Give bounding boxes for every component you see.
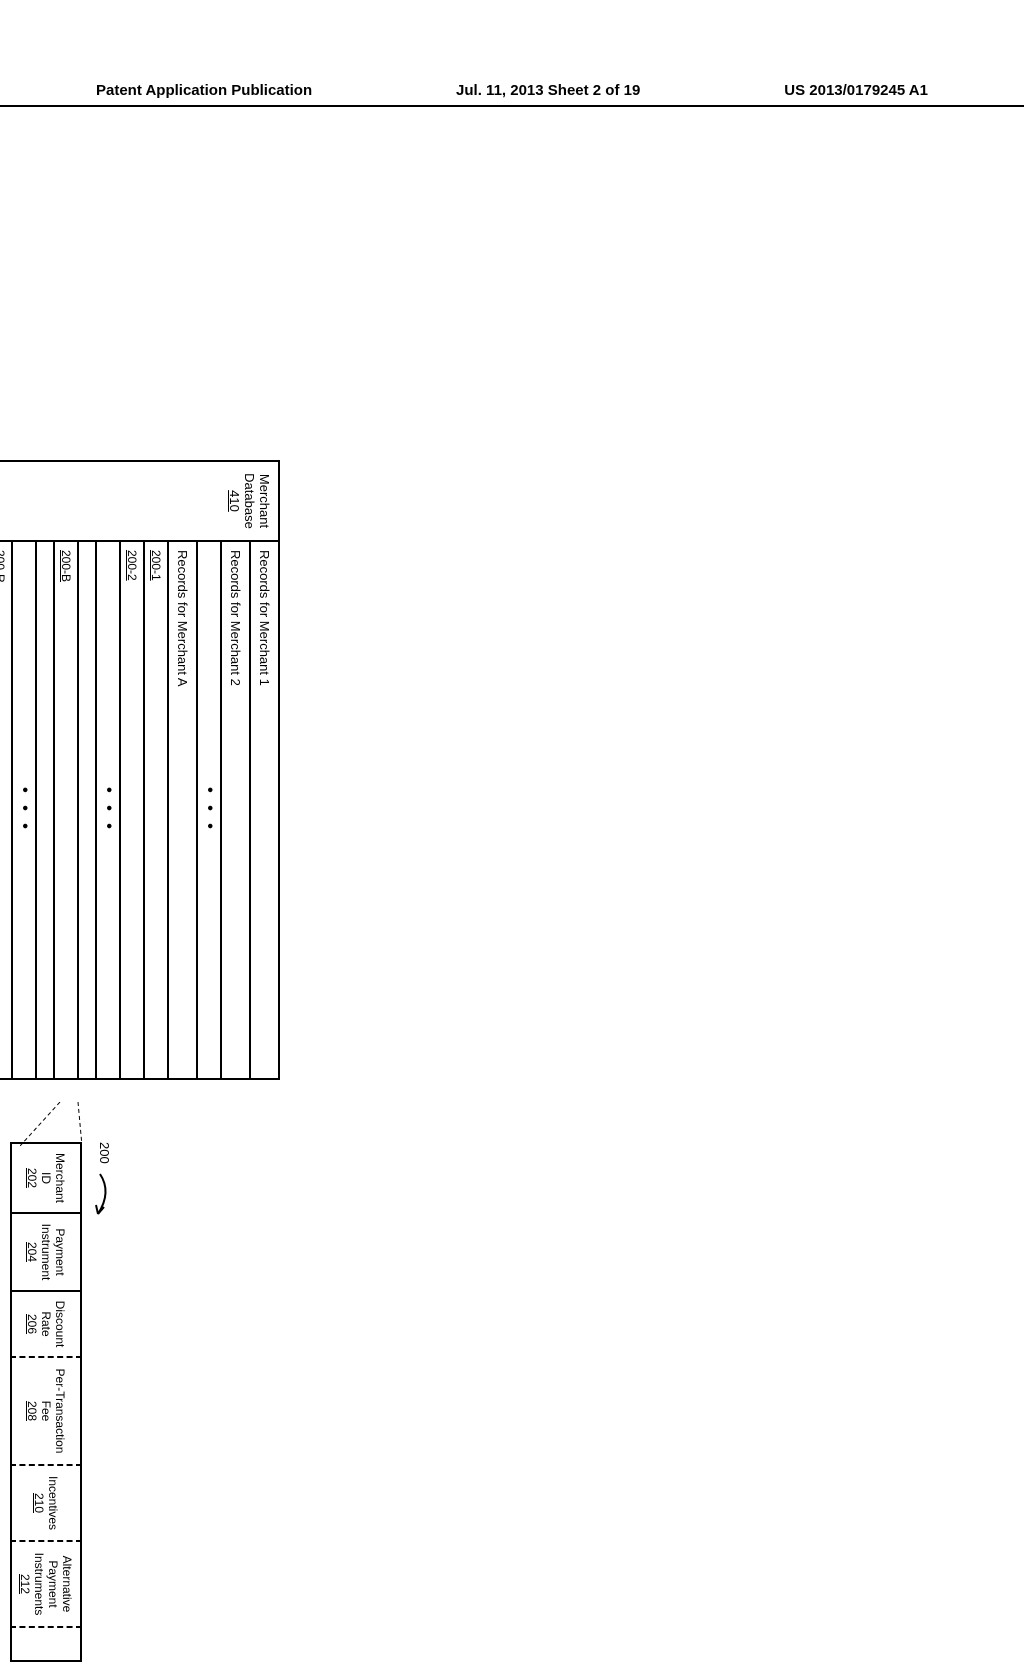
db-ref: 410 — [227, 490, 242, 512]
spacer-row — [77, 542, 95, 1078]
record-row: 200-2 — [119, 542, 143, 1078]
record-row: Records for Merchant 1 — [249, 542, 278, 1078]
field-label: Discount — [53, 1301, 67, 1348]
field-label: Rate — [39, 1311, 53, 1336]
field-ref: 210 — [32, 1493, 46, 1513]
field-label: ID — [39, 1172, 53, 1184]
record-fields: MerchantID202PaymentInstrument204Discoun… — [10, 1142, 82, 1662]
record-field: PaymentInstrument204 — [12, 1214, 80, 1292]
leader-lines-icon — [20, 1102, 82, 1146]
header-left: Patent Application Publication — [96, 82, 312, 99]
field-label: Incentives — [46, 1476, 60, 1530]
callout-arrow-icon — [84, 1172, 114, 1222]
record-field: AlternativePaymentInstruments212 — [10, 1542, 82, 1628]
header-center: Jul. 11, 2013 Sheet 2 of 19 — [456, 82, 640, 99]
callout-200-text: 200 — [97, 1142, 112, 1164]
record-row-highlighted: 200-B — [53, 542, 77, 1078]
record-detail: 200 MerchantID202PaymentInstrument204Dis… — [10, 1142, 82, 1662]
field-label: Per-Transaction — [53, 1369, 67, 1454]
db-label-line1: Merchant — [257, 474, 272, 528]
record-field: Incentives210 — [10, 1466, 82, 1542]
record-row: 200-1 — [143, 542, 167, 1078]
field-label: Merchant — [53, 1153, 67, 1203]
record-field: Per-TransactionFee208 — [10, 1358, 82, 1466]
callout-200: 200 — [97, 1142, 112, 1164]
row-ref: 200-B — [59, 550, 73, 582]
field-ref: 204 — [25, 1242, 39, 1262]
field-label: Payment — [53, 1228, 67, 1275]
page-header: Patent Application Publication Jul. 11, … — [0, 82, 1024, 107]
spacer-row — [35, 542, 53, 1078]
row-ref: 200-1 — [149, 550, 163, 581]
merchant-database-box: Merchant Database 410 Records for Mercha… — [0, 460, 280, 1080]
db-label-line2: Database — [242, 473, 257, 529]
record-row: Records for Merchant A — [167, 542, 196, 1078]
header-right: US 2013/0179245 A1 — [784, 82, 928, 99]
field-ref: 206 — [25, 1314, 39, 1334]
field-label: Fee — [39, 1401, 53, 1422]
field-label: Payment — [46, 1560, 60, 1607]
ellipsis-row: • • • — [196, 542, 220, 1078]
row-ref: 200-R — [0, 550, 7, 583]
record-field: DiscountRate206 — [10, 1292, 82, 1358]
field-label: Alternative — [60, 1556, 74, 1613]
field-ref: 208 — [25, 1401, 39, 1421]
record-row: 200-R — [0, 542, 11, 1078]
figure-2-diagram: Merchant Database 410 Records for Mercha… — [0, 460, 280, 1080]
field-ref: 202 — [25, 1168, 39, 1188]
field-label: Instruments — [32, 1553, 46, 1616]
record-field: MerchantID202 — [12, 1144, 80, 1214]
field-label: Instrument — [39, 1224, 53, 1281]
database-rows: Records for Merchant 1Records for Mercha… — [0, 542, 278, 1078]
record-row: Records for Merchant 2 — [220, 542, 249, 1078]
merchant-database-label: Merchant Database 410 — [0, 462, 278, 542]
ellipsis-row: • • • — [95, 542, 119, 1078]
ellipsis-row: • • • — [11, 542, 35, 1078]
row-ref: 200-2 — [125, 550, 139, 581]
field-ref: 212 — [18, 1574, 32, 1594]
